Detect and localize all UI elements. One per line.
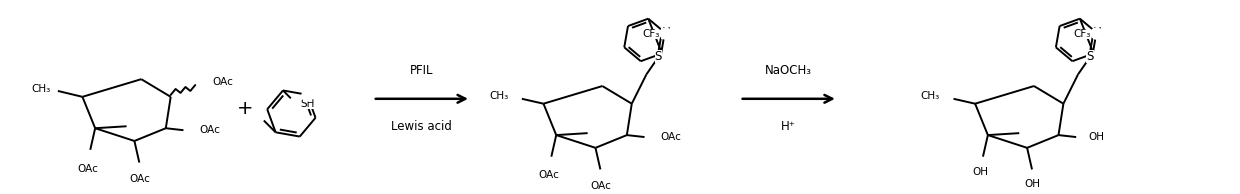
Text: CF₃: CF₃ (1074, 29, 1091, 39)
Text: OAc: OAc (200, 125, 219, 135)
Text: SH: SH (300, 99, 315, 109)
Text: CH₃: CH₃ (920, 91, 940, 101)
Text: Lewis acid: Lewis acid (392, 120, 453, 133)
Text: PFIL: PFIL (410, 64, 434, 77)
Text: S: S (1086, 50, 1094, 63)
Text: OH: OH (1087, 132, 1104, 142)
Text: CF₃: CF₃ (642, 29, 660, 39)
Text: CH₃: CH₃ (489, 91, 508, 101)
Text: OAc: OAc (130, 174, 151, 184)
Text: CH₃: CH₃ (32, 84, 51, 94)
Text: H⁺: H⁺ (781, 120, 796, 133)
Text: N: N (1092, 26, 1102, 39)
Text: N: N (661, 26, 670, 39)
Text: OAc: OAc (538, 170, 559, 180)
Text: N: N (303, 89, 311, 102)
Text: OAc: OAc (212, 77, 233, 87)
Text: OH: OH (972, 167, 988, 178)
Text: OH: OH (1024, 179, 1040, 189)
Text: +: + (237, 99, 253, 118)
Text: OAc: OAc (660, 132, 681, 142)
Text: OAc: OAc (77, 164, 98, 174)
Text: OAc: OAc (590, 181, 611, 191)
Text: S: S (655, 50, 662, 63)
Text: NaOCH₃: NaOCH₃ (765, 64, 812, 77)
Text: F₃C: F₃C (237, 110, 254, 120)
